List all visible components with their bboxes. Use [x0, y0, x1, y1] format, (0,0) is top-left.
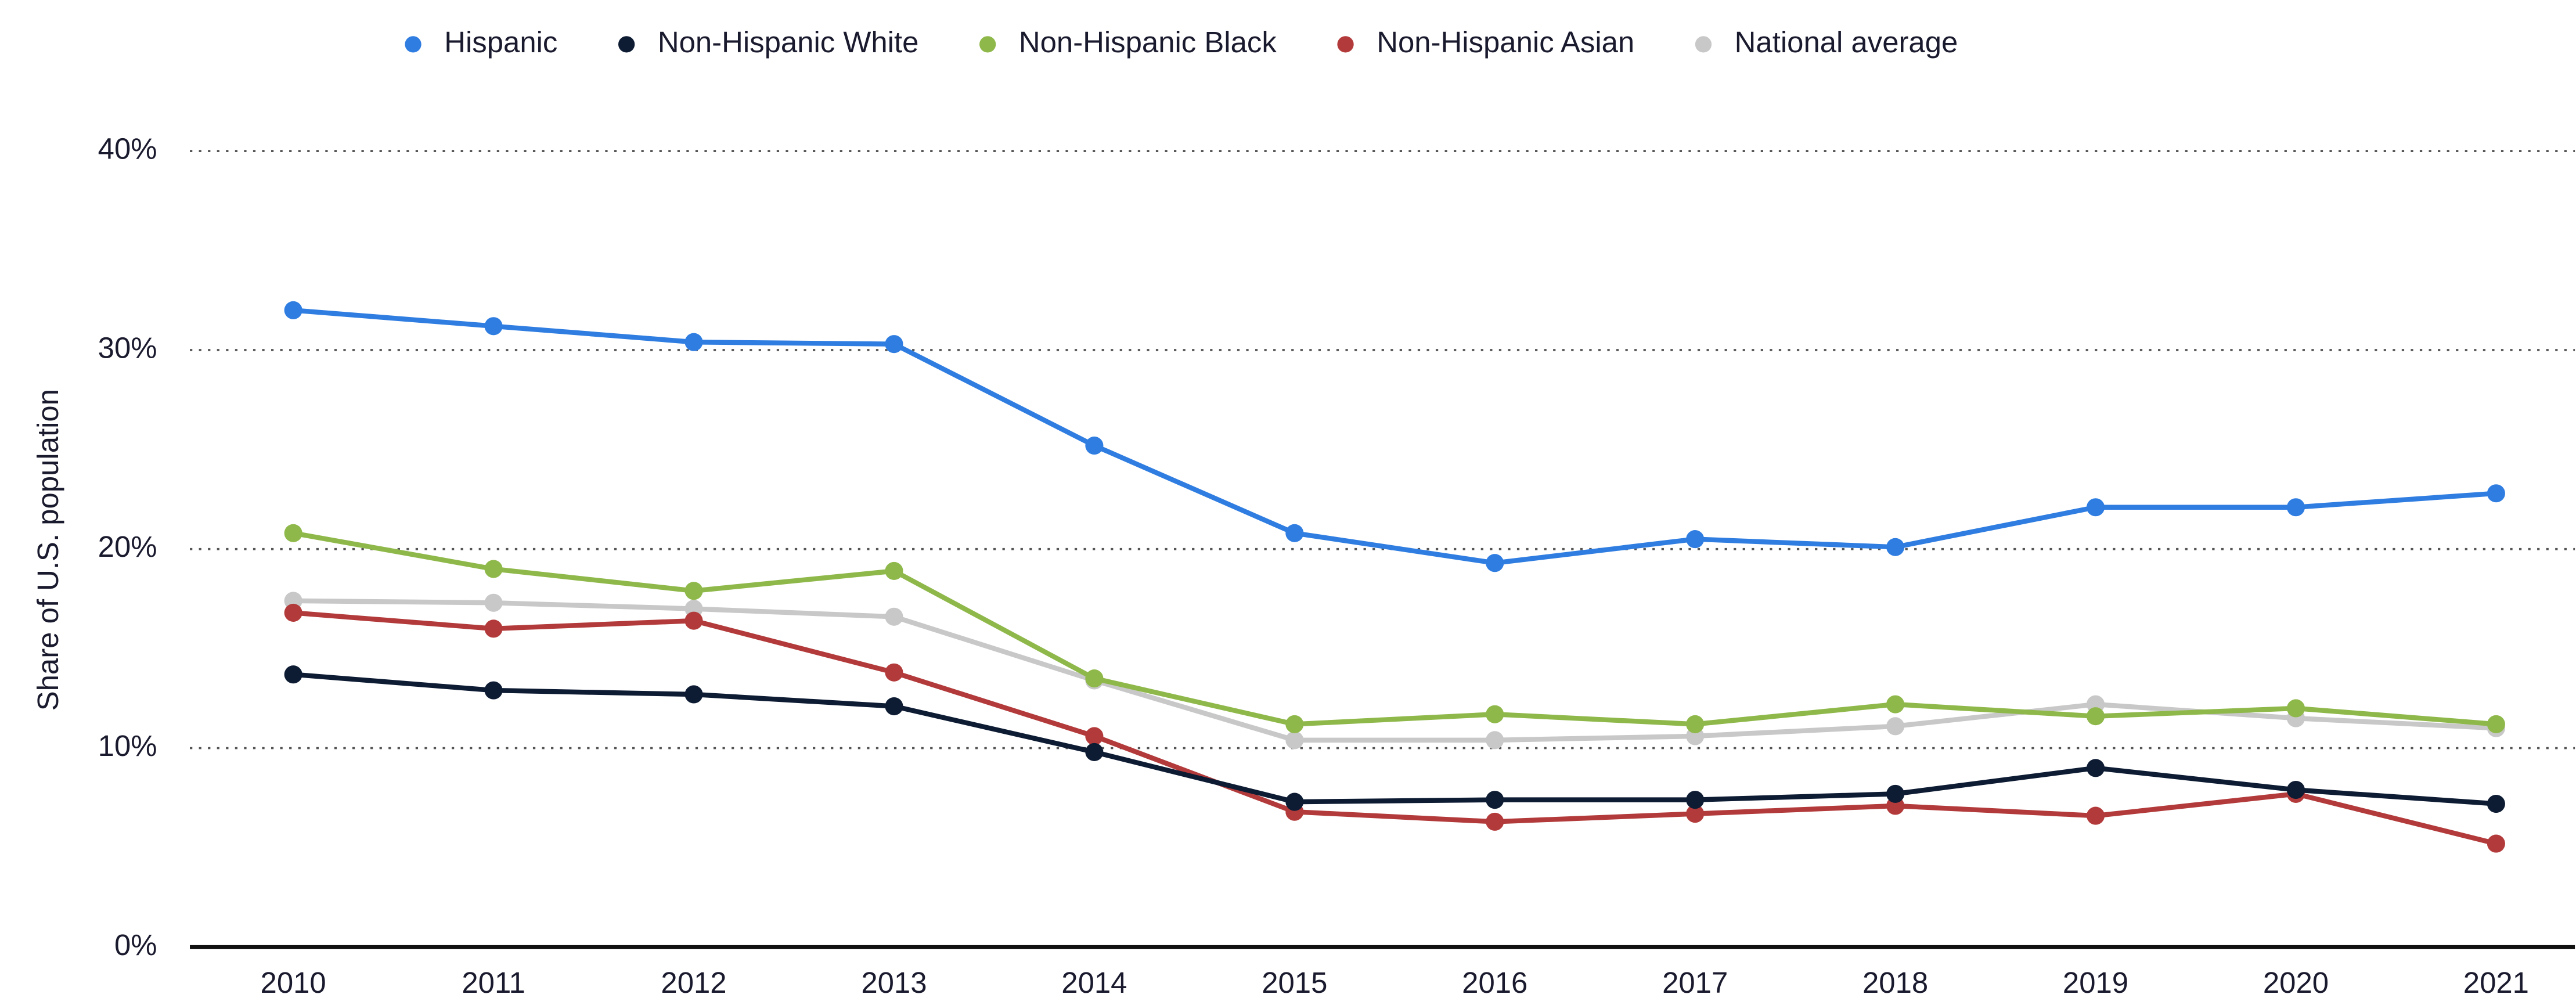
point	[1486, 791, 1504, 809]
y-tick-label: 10%	[98, 729, 157, 762]
legend-label: Non-Hispanic White	[658, 26, 919, 59]
point	[2086, 759, 2105, 777]
point	[1886, 695, 1905, 714]
point	[684, 582, 703, 600]
point	[885, 335, 903, 354]
x-tick-label: 2010	[261, 966, 326, 998]
point	[1886, 717, 1905, 736]
point	[885, 607, 903, 626]
point	[1085, 743, 1104, 761]
legend-label: Non-Hispanic Asian	[1377, 26, 1634, 59]
point	[2286, 699, 2305, 718]
legend-marker	[618, 36, 635, 53]
point	[2286, 780, 2305, 799]
x-tick-label: 2020	[2263, 966, 2329, 998]
series	[284, 592, 2505, 750]
x-tick-label: 2013	[861, 966, 927, 998]
point	[2086, 498, 2105, 517]
line	[293, 598, 2496, 743]
y-tick-label: 40%	[98, 132, 157, 165]
point	[684, 333, 703, 351]
point	[1285, 715, 1304, 733]
point	[484, 681, 503, 700]
point	[2086, 707, 2105, 726]
legend-marker	[1337, 36, 1354, 53]
line	[293, 610, 2497, 846]
point	[2487, 834, 2505, 853]
y-tick-label: 20%	[98, 530, 157, 563]
point	[1886, 538, 1905, 556]
point	[284, 301, 302, 319]
y-tick-label: 0%	[114, 928, 157, 961]
point	[2487, 715, 2505, 733]
legend-marker	[405, 36, 421, 53]
point	[1886, 784, 1905, 803]
x-tick-label: 2012	[661, 966, 726, 998]
point	[684, 685, 703, 704]
point	[684, 611, 703, 630]
x-tick-label: 2011	[462, 966, 525, 998]
x-tick-label: 2021	[2463, 966, 2529, 998]
line	[293, 531, 2496, 727]
point	[1085, 436, 1104, 455]
line	[293, 672, 2496, 806]
point	[284, 665, 302, 684]
point	[2487, 794, 2505, 813]
legend-label: National average	[1735, 26, 1958, 59]
point	[484, 619, 503, 638]
point	[2487, 484, 2505, 503]
point	[1486, 554, 1504, 572]
series	[284, 665, 2505, 813]
point	[885, 561, 903, 580]
point	[1686, 805, 1705, 823]
point	[1285, 524, 1304, 542]
point	[1686, 791, 1705, 809]
point	[1085, 727, 1104, 745]
point	[484, 317, 503, 336]
series	[284, 603, 2505, 853]
y-tick-label: 30%	[98, 331, 157, 364]
x-tick-label: 2019	[2063, 966, 2128, 998]
point	[1686, 715, 1705, 733]
y-axis-label: Share of U.S. population	[31, 389, 64, 711]
point	[484, 560, 503, 578]
x-tick-label: 2014	[1061, 966, 1127, 998]
point	[484, 593, 503, 612]
series	[284, 524, 2505, 733]
x-tick-label: 2016	[1462, 966, 1527, 998]
point	[885, 697, 903, 716]
point	[1285, 731, 1304, 750]
series	[284, 301, 2505, 572]
point	[1686, 530, 1705, 549]
x-tick-label: 2015	[1262, 966, 1327, 998]
point	[885, 663, 903, 682]
point	[2086, 806, 2105, 825]
legend-marker	[979, 36, 996, 53]
point	[1285, 792, 1304, 811]
point	[1486, 705, 1504, 723]
legend-label: Non-Hispanic Black	[1019, 26, 1277, 59]
line	[293, 308, 2496, 565]
point	[1486, 812, 1504, 831]
legend-label: Hispanic	[444, 26, 557, 59]
point	[1085, 669, 1104, 688]
point	[284, 603, 302, 622]
legend-marker	[1695, 36, 1712, 53]
x-tick-label: 2017	[1662, 966, 1728, 998]
point	[284, 524, 302, 542]
x-tick-label: 2018	[1862, 966, 1928, 998]
point	[1486, 731, 1504, 750]
point	[2286, 498, 2305, 517]
